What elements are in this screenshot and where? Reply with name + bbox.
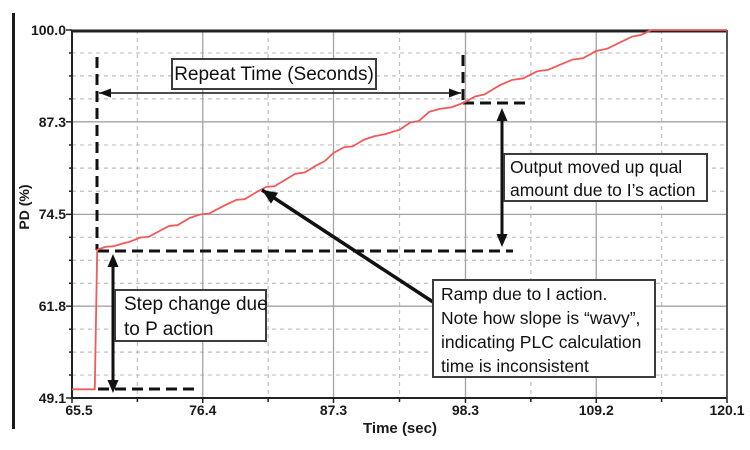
repeat-time-annotation-box: Repeat Time (Seconds) — [171, 58, 377, 90]
output-moved-line2: amount due to I’s action — [510, 180, 696, 200]
repeat-time-label: Repeat Time (Seconds) — [174, 64, 374, 85]
ramp-line2: Note how slope is “wavy”, — [441, 308, 641, 328]
output-moved-annotation-box: Output moved up qual amount due to I’s a… — [503, 153, 708, 202]
output-moved-line1: Output moved up qual — [510, 157, 683, 177]
figure-left-frame-line — [12, 13, 15, 429]
step-change-line2: to P action — [124, 319, 214, 340]
y-tick-label: 49.1 — [38, 390, 66, 406]
y-tick-label: 74.5 — [38, 206, 66, 223]
ramp-line4: time is inconsistent — [441, 356, 589, 376]
y-tick-label: 61.8 — [38, 298, 66, 315]
ramp-annotation-box: Ramp due to I action. Note how slope is … — [432, 279, 656, 378]
ramp-line3: indicating PLC calculation — [441, 332, 642, 352]
x-tick-label: 109.2 — [578, 402, 614, 418]
y-tick-label: 100.0 — [30, 22, 66, 38]
ramp-line1: Ramp due to I action. — [441, 284, 608, 304]
y-tick-label: 87.3 — [38, 113, 66, 130]
x-tick-label: 87.3 — [319, 402, 348, 418]
x-tick-label: 65.5 — [65, 402, 93, 418]
x-tick-label: 76.4 — [189, 402, 217, 418]
x-axis-title: Time (sec) — [363, 420, 437, 437]
step-change-line1: Step change due — [124, 294, 268, 315]
x-tick-label: 120.1 — [709, 402, 745, 418]
step-change-annotation-box: Step change due to P action — [114, 289, 268, 342]
x-tick-label: 98.3 — [451, 402, 480, 418]
